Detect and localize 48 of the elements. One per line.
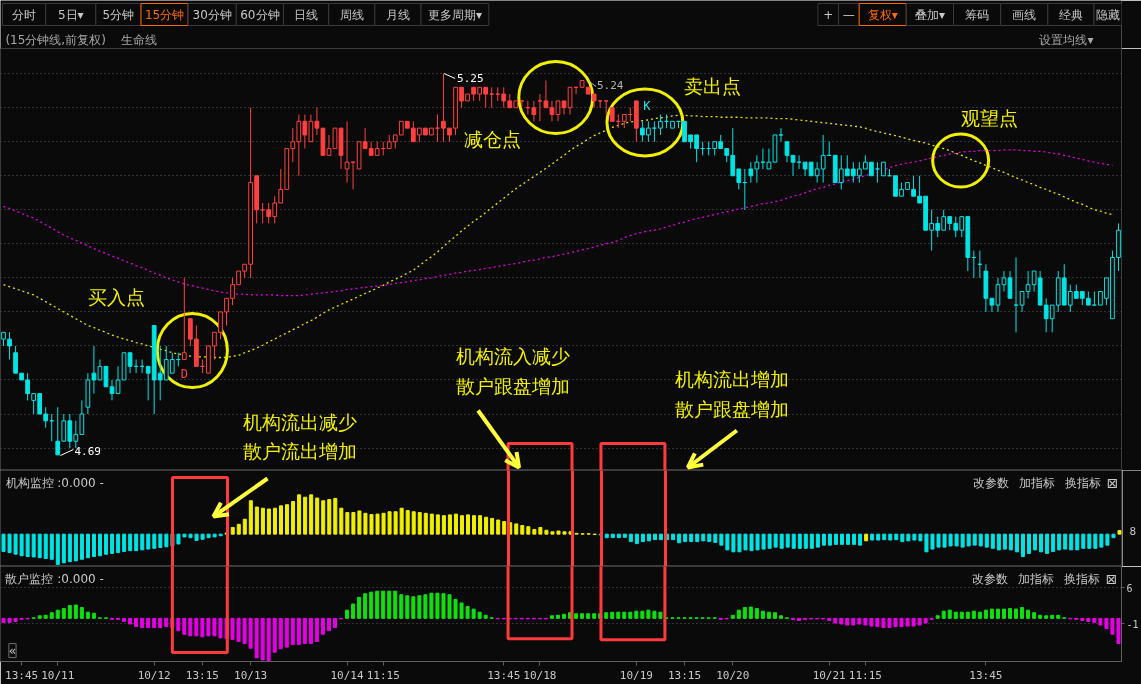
annotation: «	[8, 643, 17, 658]
text: 5日▾	[57, 7, 84, 22]
x-tick-label: 13:45	[969, 668, 1003, 682]
text: 经典	[1058, 7, 1083, 22]
x-tick-label: 13:45	[5, 668, 39, 682]
text: 画线	[1012, 7, 1037, 22]
y-tick-label: -1	[1126, 618, 1139, 630]
text: 30分钟	[192, 7, 232, 22]
y-tick-label: 6	[1126, 582, 1133, 594]
text: ⊠	[1106, 475, 1119, 491]
text: 月线	[385, 7, 410, 22]
x-tick-label: 10/19	[619, 668, 653, 682]
text: 分时	[12, 7, 37, 22]
x-tick-label: 11:15	[366, 668, 400, 682]
x-tick-label: 13:15	[667, 668, 702, 682]
x-tick-label: 10/14	[330, 668, 364, 682]
x-tick-label: 10/21	[812, 668, 846, 682]
text: 换指标	[1064, 476, 1101, 490]
x-tick-label: 11:15	[848, 668, 882, 682]
annotation: 改参数	[971, 571, 1008, 586]
text: 5分钟	[102, 7, 135, 22]
text: 隐藏	[1095, 7, 1120, 22]
annotation: 加指标	[1017, 571, 1054, 586]
x-tick-label: 10/12	[137, 668, 171, 682]
text: 加指标	[1018, 476, 1055, 490]
text: 15分钟	[144, 7, 185, 22]
text: 叠加▾	[914, 7, 945, 22]
x-tick-label: 10/20	[716, 668, 750, 682]
x-tick-label: 13:15	[185, 668, 219, 682]
x-tick-label: 10/18	[523, 668, 557, 682]
text: 改参数	[972, 476, 1009, 490]
text: 设置均线▾	[1039, 32, 1094, 47]
x-tick-label: 13:45	[487, 668, 521, 682]
text: 筹码	[965, 7, 990, 22]
text: +	[823, 8, 834, 22]
x-tick-label: 10/13	[234, 668, 268, 682]
text: 60分钟	[240, 7, 280, 22]
text: 8	[1129, 524, 1137, 538]
text: 周线	[339, 7, 364, 22]
x-tick-label: 10/11	[41, 668, 75, 682]
text: 散户监控 :0.000 -	[5, 571, 104, 586]
annotation: ⊠	[1105, 570, 1118, 587]
text: 日线	[294, 7, 319, 22]
text: 更多周期▾	[427, 7, 482, 22]
text: 复权▾	[867, 7, 898, 22]
text: —	[842, 7, 855, 22]
annotation: 换指标	[1063, 571, 1100, 586]
chart-title: 机构监控 :0.000 -	[5, 476, 104, 490]
